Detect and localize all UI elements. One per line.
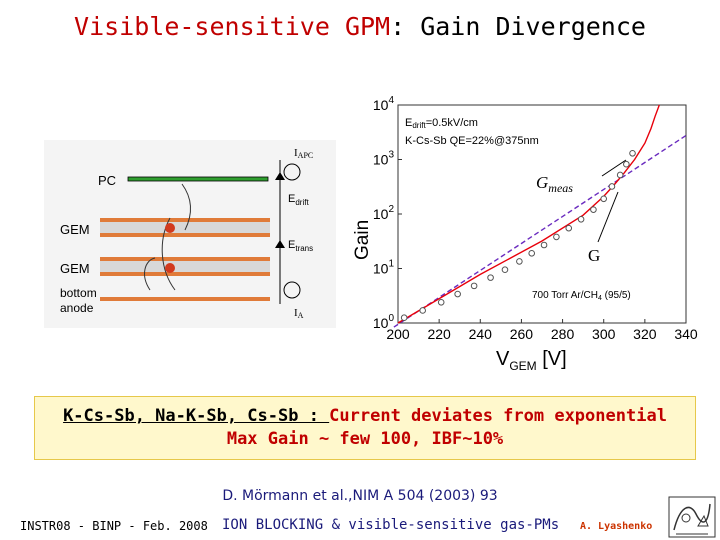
- data-point: [400, 314, 408, 322]
- qe-annotation: K-Cs-Sb QE=22%@375nm: [405, 135, 539, 147]
- data-point: [565, 224, 573, 232]
- g-label-box: [584, 241, 606, 265]
- deviation-text: Current deviates from exponential: [329, 406, 667, 426]
- g-pointer: [597, 191, 619, 243]
- ia-ammeter: [283, 281, 301, 299]
- y-tick-label: 103: [373, 150, 395, 168]
- data-point: [487, 274, 494, 281]
- gmeas-label-box: [534, 169, 602, 197]
- conclusion-line-1: K-Cs-Sb, Na-K-Sb, Cs-Sb : Current deviat…: [35, 405, 695, 428]
- footer-author: A. Lyashenko: [580, 521, 653, 532]
- gem1-foil: [100, 218, 270, 237]
- divergence-curve: [397, 104, 660, 324]
- gmeas-label: Gmeas: [536, 173, 573, 195]
- data-point: [616, 171, 624, 179]
- etrans-label: Etrans: [288, 239, 313, 253]
- data-point: [623, 160, 630, 168]
- y-tick-label: 101: [373, 259, 395, 277]
- gem2-foil: [100, 257, 270, 276]
- exponential-fit-line: [393, 134, 687, 328]
- data-point: [470, 282, 478, 290]
- footer-talk-title: ION BLOCKING & visible-sensitive gas-PMs: [222, 517, 560, 533]
- reference-citation: D. Mörmann et al.,NIM A 504 (2003) 93: [222, 488, 498, 504]
- x-tick-label: 220: [427, 326, 451, 342]
- x-tick-label: 240: [469, 326, 493, 342]
- anode-label: anode: [60, 301, 94, 315]
- data-point: [608, 183, 616, 190]
- gpm-schematic: PC GEM GEM bottom anode IAPC Edrift Etra…: [44, 140, 336, 328]
- y-tick-label: 102: [373, 204, 395, 222]
- conclusion-line-2: Max Gain ~ few 100, IBF~10%: [226, 429, 504, 449]
- ion-2: [165, 263, 175, 273]
- edrift-arrow: [275, 172, 285, 180]
- x-tick-label: 260: [510, 326, 534, 342]
- x-tick-label: 280: [551, 326, 575, 342]
- x-tick-label: 200: [386, 326, 410, 342]
- x-tick-label: 300: [592, 326, 616, 342]
- data-point: [600, 195, 608, 203]
- gem2-label: GEM: [60, 261, 90, 276]
- gas-annotation: 700 Torr Ar/CH4 (95/5): [532, 290, 631, 302]
- etrans-arrow: [275, 240, 285, 248]
- gain-plot: 200 220 240 260 280 300 320 340 100 101 102 103 104…: [340, 95, 702, 373]
- gmeas-pointer: [601, 159, 627, 177]
- data-point: [528, 250, 536, 257]
- data-point: [590, 206, 597, 213]
- footer-conference: INSTR08 - BINP - Feb. 2008: [20, 519, 208, 533]
- edrift-label: Edrift: [288, 193, 309, 207]
- data-point: [419, 307, 426, 314]
- gem1-label: GEM: [60, 222, 90, 237]
- y-axis-label: Gain: [352, 220, 373, 260]
- data-point: [454, 290, 461, 298]
- data-point: [553, 233, 560, 241]
- slide-title: Visible-sensitive GPM: Gain Divergence: [0, 12, 720, 41]
- anode-electrode: [100, 297, 270, 301]
- data-point: [629, 149, 636, 157]
- bottom-label: bottom: [60, 286, 97, 300]
- iapc-ammeter: [283, 163, 301, 181]
- data-point: [516, 258, 523, 265]
- institute-logo-icon: [668, 496, 716, 538]
- title-highlight: Visible-sensitive GPM: [74, 12, 391, 41]
- x-axis-label: VGEM [V]: [496, 348, 567, 373]
- ia-label: IA: [294, 307, 304, 320]
- data-point: [501, 266, 509, 274]
- title-rest: : Gain Divergence: [390, 12, 646, 41]
- data-point: [577, 215, 585, 223]
- x-tick-group: 200 220 240 260 280 300 320 340: [386, 319, 698, 342]
- edrift-annotation: Edrift=0.5kV/cm: [405, 117, 478, 130]
- y-tick-group: 100 101 102 103 104: [373, 95, 402, 331]
- x-tick-label: 320: [633, 326, 657, 342]
- y-tick-label: 100: [373, 313, 395, 331]
- y-tick-label: 104: [373, 95, 395, 113]
- pc-label: PC: [98, 173, 116, 188]
- data-point: [437, 298, 445, 306]
- ion-1: [165, 223, 175, 233]
- materials-text: K-Cs-Sb, Na-K-Sb, Cs-Sb :: [63, 406, 330, 426]
- measured-points: [400, 149, 636, 322]
- g-label: G: [588, 246, 600, 265]
- x-tick-label: 340: [674, 326, 698, 342]
- pc-electrode: [127, 176, 269, 182]
- iapc-label: IAPC: [294, 147, 313, 160]
- data-point: [540, 241, 548, 249]
- conclusion-box: K-Cs-Sb, Na-K-Sb, Cs-Sb : Current deviat…: [34, 396, 696, 460]
